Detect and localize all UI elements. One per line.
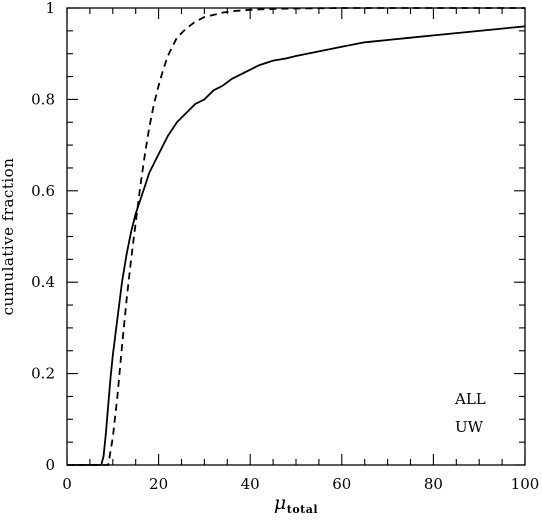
x-tick-label: 80 bbox=[424, 475, 443, 493]
y-tick-label: 0.6 bbox=[31, 182, 55, 200]
y-tick-label: 1 bbox=[45, 0, 55, 17]
axis-ticks bbox=[66, 7, 526, 466]
legend-entry-all: ALL bbox=[454, 390, 486, 408]
y-tick-label: 0.2 bbox=[31, 365, 55, 383]
y-tick-label: 0.4 bbox=[31, 273, 55, 291]
x-tick-label: 100 bbox=[511, 475, 540, 493]
x-tick-label: 60 bbox=[332, 475, 351, 493]
x-axis-label-subscript: total bbox=[287, 503, 318, 516]
series-line-uw bbox=[67, 7, 525, 466]
y-tick-label: 0.8 bbox=[31, 90, 55, 108]
x-tick-label: 40 bbox=[241, 475, 260, 493]
x-tick-label: 0 bbox=[62, 475, 72, 493]
y-tick-label: 0 bbox=[45, 456, 55, 474]
series-line-all bbox=[67, 25, 526, 466]
x-tick-label: 20 bbox=[149, 475, 168, 493]
x-axis-label: μtotal bbox=[274, 492, 318, 516]
y-axis-label: cumulative fraction bbox=[0, 158, 17, 316]
legend-entry-uw: UW bbox=[455, 418, 484, 436]
x-axis-label-symbol: μ bbox=[274, 492, 287, 514]
axis-tick-labels: 0 20 40 60 80 100 0 0.2 0.4 0.6 0.8 1 bbox=[31, 0, 539, 493]
series-lines bbox=[67, 7, 526, 466]
